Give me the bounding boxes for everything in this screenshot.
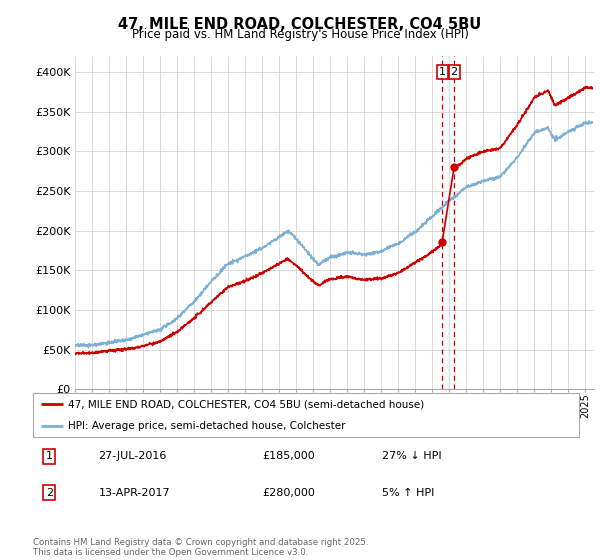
Text: £280,000: £280,000 xyxy=(262,488,315,498)
Text: 5% ↑ HPI: 5% ↑ HPI xyxy=(382,488,435,498)
Text: 2: 2 xyxy=(46,488,53,498)
Text: 1: 1 xyxy=(439,67,446,77)
Text: 47, MILE END ROAD, COLCHESTER, CO4 5BU: 47, MILE END ROAD, COLCHESTER, CO4 5BU xyxy=(118,17,482,32)
Text: Price paid vs. HM Land Registry's House Price Index (HPI): Price paid vs. HM Land Registry's House … xyxy=(131,28,469,41)
Text: 27% ↓ HPI: 27% ↓ HPI xyxy=(382,451,442,461)
Text: 47, MILE END ROAD, COLCHESTER, CO4 5BU (semi-detached house): 47, MILE END ROAD, COLCHESTER, CO4 5BU (… xyxy=(68,399,425,409)
Text: 13-APR-2017: 13-APR-2017 xyxy=(98,488,170,498)
Bar xyxy=(442,56,454,389)
Text: £185,000: £185,000 xyxy=(262,451,315,461)
Text: 27-JUL-2016: 27-JUL-2016 xyxy=(98,451,167,461)
Text: 1: 1 xyxy=(46,451,53,461)
Text: 2: 2 xyxy=(451,67,458,77)
Text: HPI: Average price, semi-detached house, Colchester: HPI: Average price, semi-detached house,… xyxy=(68,421,346,431)
Text: Contains HM Land Registry data © Crown copyright and database right 2025.
This d: Contains HM Land Registry data © Crown c… xyxy=(33,538,368,557)
